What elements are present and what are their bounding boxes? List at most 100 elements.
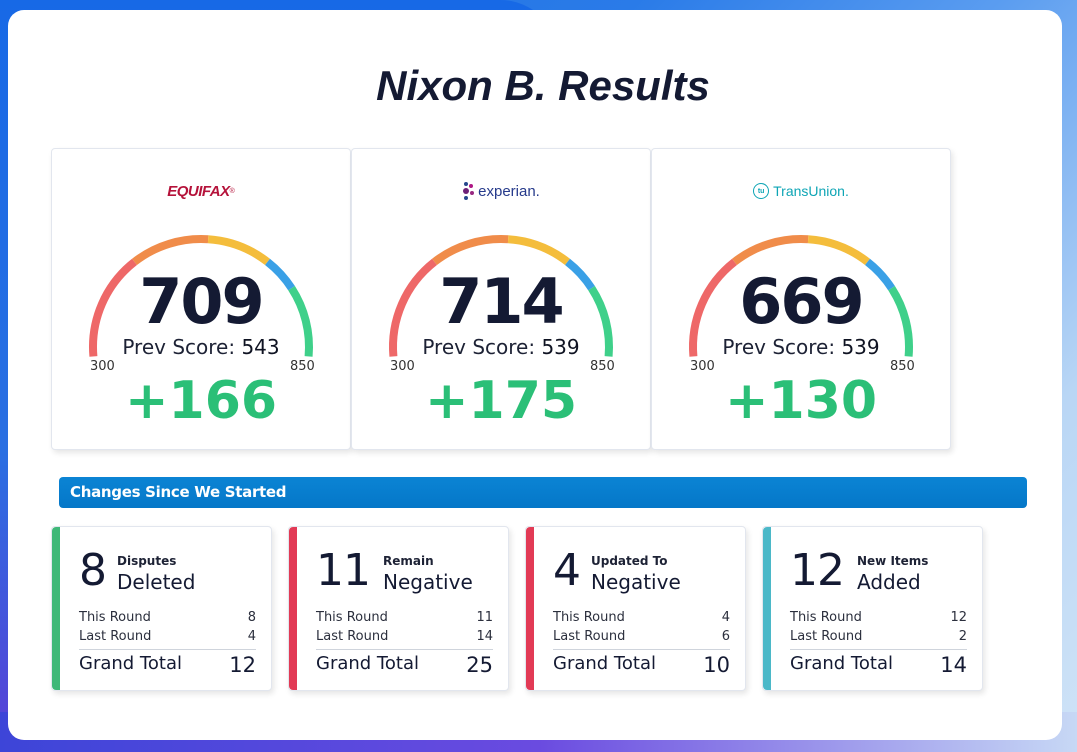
transunion-logo: tu TransUnion.	[652, 179, 950, 203]
score-gauge	[89, 235, 313, 357]
this-round-value: 8	[247, 610, 256, 625]
this-round-row: This Round 11	[316, 610, 493, 625]
last-round-row: Last Round 4	[79, 629, 256, 644]
stat-card-updated-negative: 4 Updated To Negative This Round 4 Last …	[525, 526, 746, 691]
gauge-segment	[507, 235, 570, 266]
range-min: 300	[690, 359, 715, 374]
previous-score: Prev Score: 539	[652, 335, 950, 359]
this-round-label: This Round	[553, 610, 625, 625]
gauge-segment	[264, 258, 295, 291]
grand-total-value: 25	[466, 653, 493, 677]
equifax-logo-text: EQUIFAX	[167, 182, 230, 200]
stat-caption: Updated To	[591, 554, 668, 568]
grand-total-row: Grand Total 14	[790, 653, 967, 677]
score-gauge	[389, 235, 613, 357]
this-round-row: This Round 8	[79, 610, 256, 625]
gauge-segment	[732, 235, 809, 266]
score-change: +130	[724, 371, 878, 431]
bureau-card-equifax: EQUIFAX ® 709 Prev Score: 543 300 850 +1…	[51, 148, 351, 450]
transunion-logo-text: TransUnion.	[773, 183, 849, 199]
gauge-segment	[588, 286, 613, 357]
gauge-segment	[888, 286, 913, 357]
grand-total-value: 14	[940, 653, 967, 677]
last-round-label: Last Round	[790, 629, 863, 644]
last-round-row: Last Round 6	[553, 629, 730, 644]
bureau-card-experian: experian. 714 Prev Score: 539 300 850 +1…	[351, 148, 651, 450]
gauge-segment	[564, 258, 595, 291]
score-gauge	[689, 235, 913, 357]
last-round-label: Last Round	[79, 629, 152, 644]
experian-logo-text: experian.	[478, 182, 540, 200]
grand-total-value: 10	[703, 653, 730, 677]
gauge-segment	[432, 235, 509, 266]
stat-label: Added	[857, 570, 921, 594]
last-round-value: 4	[247, 629, 256, 644]
bureau-card-transunion: tu TransUnion. 669 Prev Score: 539 300 8…	[651, 148, 951, 450]
stat-count: 12	[790, 545, 845, 596]
last-round-row: Last Round 14	[316, 629, 493, 644]
last-round-value: 14	[476, 629, 493, 644]
stat-card-new-items: 12 New Items Added This Round 12 Last Ro…	[762, 526, 983, 691]
experian-dots-icon	[463, 182, 475, 200]
score-change: +166	[124, 371, 278, 431]
accent-bar	[289, 527, 297, 690]
stat-count: 4	[553, 545, 581, 596]
grand-total-label: Grand Total	[79, 653, 182, 674]
this-round-row: This Round 4	[553, 610, 730, 625]
grand-total-label: Grand Total	[553, 653, 656, 674]
this-round-value: 4	[721, 610, 730, 625]
gauge-segment	[207, 235, 270, 266]
this-round-value: 12	[950, 610, 967, 625]
previous-score: Prev Score: 543	[52, 335, 350, 359]
this-round-label: This Round	[79, 610, 151, 625]
stat-caption: Disputes	[117, 554, 177, 568]
page-title: Nixon B. Results	[376, 62, 710, 109]
stat-caption: Remain	[383, 554, 434, 568]
stat-caption: New Items	[857, 554, 929, 568]
gauge-segment	[132, 235, 209, 266]
credit-score: 709	[139, 265, 264, 338]
range-min: 300	[390, 359, 415, 374]
this-round-label: This Round	[790, 610, 862, 625]
range-max: 850	[890, 359, 915, 374]
transunion-mark-icon: tu	[753, 183, 770, 199]
stat-card-deleted: 8 Disputes Deleted This Round 8 Last Rou…	[51, 526, 272, 691]
results-card: Nixon B. Results EQUIFAX ® 709 Prev Scor…	[8, 10, 1062, 740]
last-round-row: Last Round 2	[790, 629, 967, 644]
prev-score-value: 539	[541, 335, 580, 359]
section-header-changes: Changes Since We Started	[59, 477, 1027, 508]
last-round-value: 6	[721, 629, 730, 644]
divider	[79, 649, 256, 650]
stat-card-remain-negative: 11 Remain Negative This Round 11 Last Ro…	[288, 526, 509, 691]
grand-total-row: Grand Total 10	[553, 653, 730, 677]
this-round-value: 11	[476, 610, 493, 625]
prev-score-label: Prev Score:	[722, 335, 836, 359]
grand-total-label: Grand Total	[316, 653, 419, 674]
stat-label: Deleted	[117, 570, 196, 594]
gauge-segment	[864, 258, 895, 291]
gauge-segment	[89, 258, 138, 357]
grand-total-row: Grand Total 25	[316, 653, 493, 677]
stat-label: Negative	[383, 570, 473, 594]
score-change: +175	[424, 371, 578, 431]
stat-count: 11	[316, 545, 371, 596]
last-round-label: Last Round	[316, 629, 389, 644]
this-round-label: This Round	[316, 610, 388, 625]
previous-score: Prev Score: 539	[352, 335, 650, 359]
prev-score-label: Prev Score:	[422, 335, 536, 359]
last-round-value: 2	[958, 629, 967, 644]
stat-label: Negative	[591, 570, 681, 594]
this-round-row: This Round 12	[790, 610, 967, 625]
divider	[790, 649, 967, 650]
divider	[316, 649, 493, 650]
accent-bar	[763, 527, 771, 690]
prev-score-value: 539	[841, 335, 880, 359]
registered-mark: ®	[229, 187, 235, 195]
divider	[553, 649, 730, 650]
gauge-segment	[689, 258, 738, 357]
equifax-logo: EQUIFAX ®	[52, 179, 350, 203]
gauge-segment	[288, 286, 313, 357]
prev-score-label: Prev Score:	[122, 335, 236, 359]
experian-logo: experian.	[352, 179, 650, 203]
stat-count: 8	[79, 545, 107, 596]
